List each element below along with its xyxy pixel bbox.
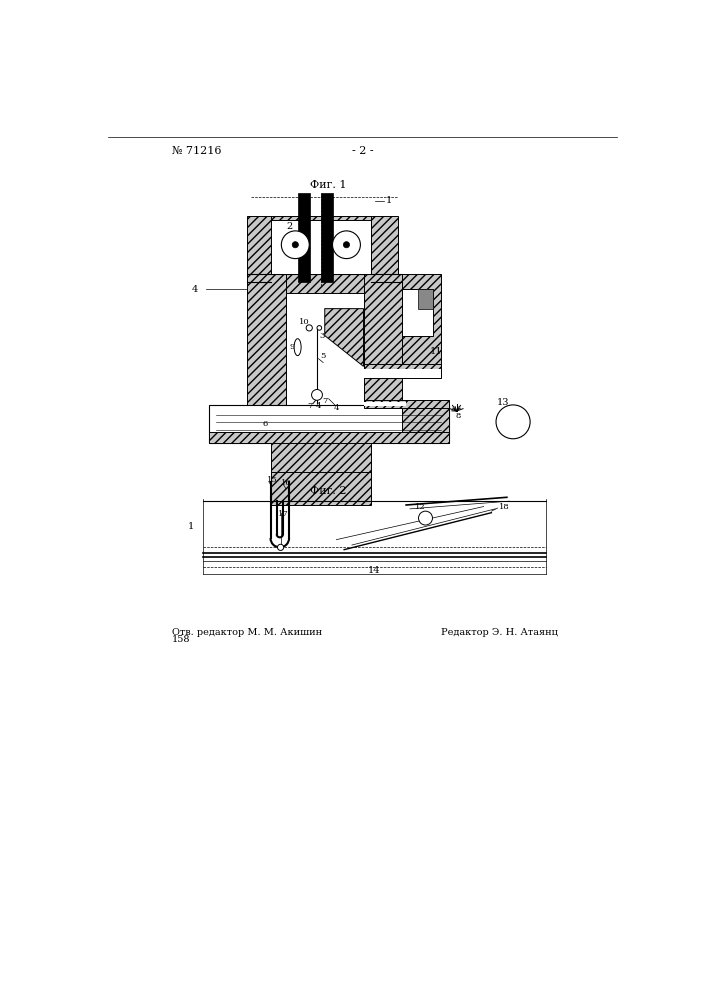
Bar [363, 369, 441, 378]
Text: 4: 4 [333, 404, 339, 412]
Circle shape [306, 325, 312, 331]
Bar [271, 472, 371, 505]
Circle shape [332, 231, 361, 259]
Text: 158: 158 [172, 635, 191, 644]
Text: 10: 10 [299, 318, 310, 326]
Bar [247, 274, 286, 405]
Circle shape [277, 544, 284, 550]
Text: 18: 18 [499, 503, 510, 511]
Text: 13: 13 [497, 398, 509, 407]
Text: № 71216: № 71216 [172, 146, 221, 156]
Text: 1: 1 [386, 196, 392, 205]
Text: 4: 4 [315, 402, 321, 410]
Bar [286, 274, 363, 297]
Text: - 2 -: - 2 - [352, 146, 373, 156]
Text: 8: 8 [456, 412, 461, 420]
Text: Редактор Э. Н. Атаянц: Редактор Э. Н. Атаянц [441, 628, 558, 637]
Bar [271, 220, 371, 274]
Bar [321, 193, 333, 282]
Circle shape [496, 405, 530, 439]
Text: 2: 2 [287, 222, 293, 231]
Bar [247, 216, 271, 282]
Polygon shape [325, 309, 363, 366]
Text: 17: 17 [279, 510, 289, 518]
Bar [271, 440, 371, 474]
Bar [402, 405, 449, 443]
Text: 1: 1 [187, 522, 194, 531]
Circle shape [317, 326, 322, 330]
Bar [402, 274, 441, 366]
Circle shape [292, 242, 298, 248]
Text: 7: 7 [308, 402, 313, 410]
Text: 9: 9 [290, 343, 296, 351]
Bar [363, 364, 441, 378]
Bar [298, 193, 310, 282]
Text: Фиг. 1: Фиг. 1 [310, 180, 347, 190]
Circle shape [312, 389, 322, 400]
Circle shape [344, 242, 349, 248]
Text: Фиг. 2: Фиг. 2 [310, 486, 347, 496]
Text: 15: 15 [267, 476, 277, 484]
Text: 11: 11 [429, 347, 442, 356]
Text: 16: 16 [281, 479, 292, 487]
Text: 12: 12 [416, 503, 426, 511]
Bar [209, 405, 449, 443]
Bar [402, 289, 433, 336]
Circle shape [281, 231, 309, 259]
Text: 14: 14 [368, 566, 380, 575]
Bar [209, 432, 449, 443]
Bar [271, 216, 371, 274]
Bar [371, 216, 398, 282]
Text: 7: 7 [322, 397, 328, 405]
Bar [363, 274, 402, 405]
Text: 3: 3 [320, 332, 325, 340]
Text: 6: 6 [263, 420, 268, 428]
Bar [363, 402, 406, 406]
Text: 5: 5 [320, 352, 325, 360]
Text: Отв. редактор М. М. Акишин: Отв. редактор М. М. Акишин [172, 628, 322, 637]
Circle shape [419, 511, 433, 525]
Bar [363, 400, 449, 408]
Bar [418, 289, 433, 309]
Text: 4: 4 [192, 285, 199, 294]
Ellipse shape [294, 339, 301, 356]
Bar [286, 293, 363, 405]
